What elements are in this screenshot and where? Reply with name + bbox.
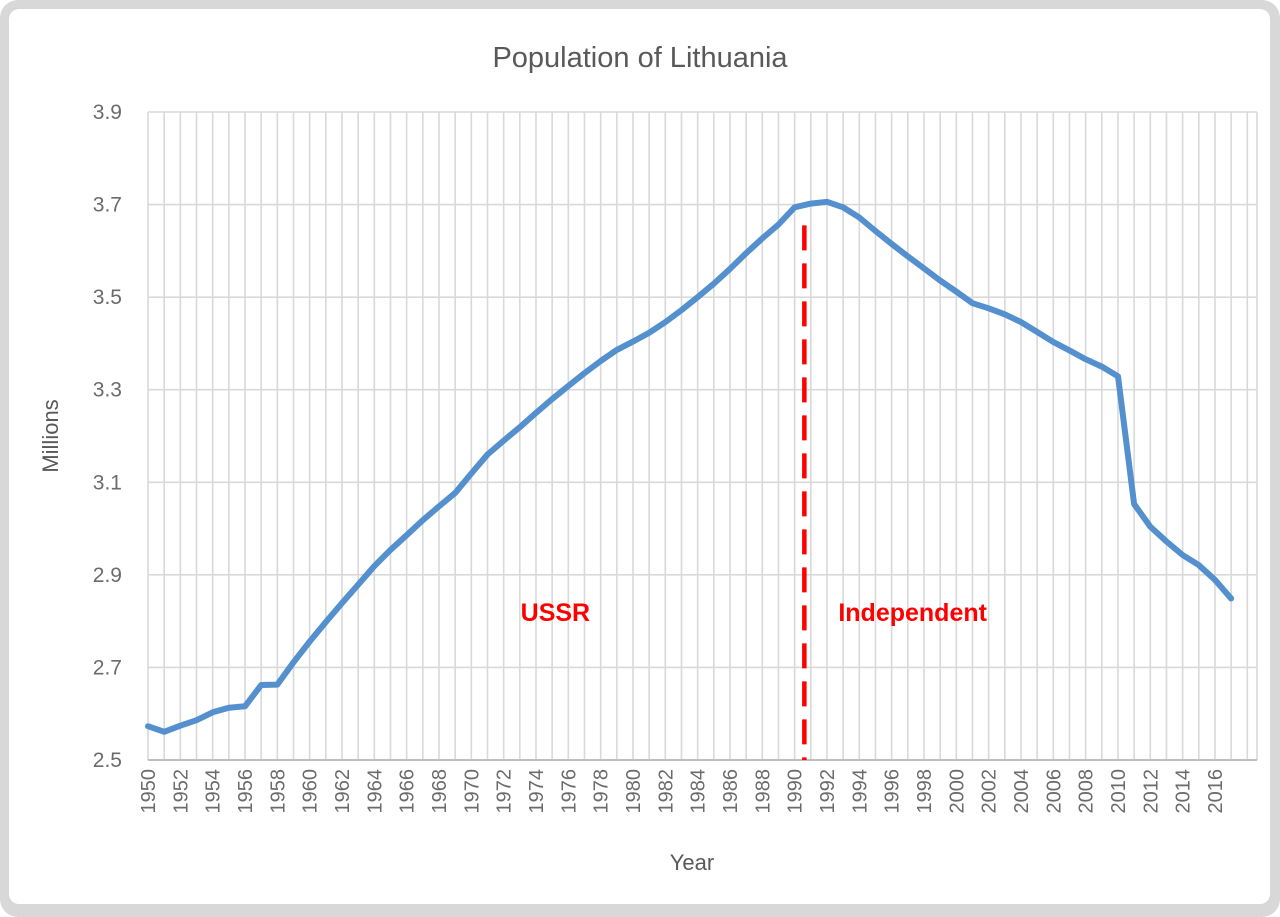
svg-text:1990: 1990 xyxy=(785,769,807,814)
svg-text:1966: 1966 xyxy=(397,769,419,814)
svg-text:3.3: 3.3 xyxy=(93,379,122,402)
svg-text:1994: 1994 xyxy=(849,769,871,814)
svg-text:2012: 2012 xyxy=(1140,769,1162,814)
y-axis-title: Millions xyxy=(38,399,63,472)
svg-text:1974: 1974 xyxy=(526,769,548,814)
svg-text:3.5: 3.5 xyxy=(93,286,122,309)
svg-text:1964: 1964 xyxy=(364,769,386,814)
svg-text:2000: 2000 xyxy=(946,769,968,814)
x-axis-tick-labels: 1950 1952 1954 1956 1958 1960 1962 1964 1966 1968… xyxy=(138,769,1227,814)
svg-text:2004: 2004 xyxy=(1011,769,1033,814)
annotation-independent: Independent xyxy=(838,599,987,627)
svg-text:1984: 1984 xyxy=(688,769,710,814)
svg-text:1970: 1970 xyxy=(461,769,483,814)
svg-text:1956: 1956 xyxy=(235,769,257,814)
svg-text:2002: 2002 xyxy=(979,769,1001,814)
svg-text:2.5: 2.5 xyxy=(93,749,122,772)
svg-text:1980: 1980 xyxy=(623,769,645,814)
svg-text:1958: 1958 xyxy=(267,769,289,814)
svg-text:2008: 2008 xyxy=(1076,769,1098,814)
svg-text:1954: 1954 xyxy=(203,769,225,814)
y-axis-tick-labels: 2.5 2.7 2.9 3.1 3.3 3.5 3.7 3.9 xyxy=(93,101,122,772)
svg-text:1976: 1976 xyxy=(558,769,580,814)
vertical-gridlines xyxy=(147,112,1258,760)
svg-text:1952: 1952 xyxy=(170,769,192,814)
svg-text:3.9: 3.9 xyxy=(93,101,122,124)
svg-text:2014: 2014 xyxy=(1173,769,1195,814)
svg-text:1972: 1972 xyxy=(494,769,516,814)
svg-text:1968: 1968 xyxy=(429,769,451,814)
svg-text:1962: 1962 xyxy=(332,769,354,814)
horizontal-gridlines xyxy=(148,111,1257,761)
chart-card xyxy=(9,9,1270,904)
svg-text:1950: 1950 xyxy=(138,769,160,814)
svg-text:2.7: 2.7 xyxy=(93,656,122,679)
svg-text:1998: 1998 xyxy=(914,769,936,814)
svg-text:1982: 1982 xyxy=(655,769,677,814)
svg-text:2016: 2016 xyxy=(1205,769,1227,814)
svg-text:2010: 2010 xyxy=(1108,769,1130,814)
svg-text:3.1: 3.1 xyxy=(93,471,122,494)
chart-title: Population of Lithuania xyxy=(492,42,788,74)
svg-text:1978: 1978 xyxy=(591,769,613,814)
svg-text:1986: 1986 xyxy=(720,769,742,814)
svg-text:1996: 1996 xyxy=(882,769,904,814)
svg-text:1992: 1992 xyxy=(817,769,839,814)
svg-text:3.7: 3.7 xyxy=(93,194,122,217)
x-axis-title: Year xyxy=(670,850,714,875)
population-line xyxy=(145,198,1235,735)
svg-text:2006: 2006 xyxy=(1043,769,1065,814)
svg-text:1960: 1960 xyxy=(300,769,322,814)
svg-text:1988: 1988 xyxy=(752,769,774,814)
svg-text:2.9: 2.9 xyxy=(93,564,122,587)
annotation-ussr: USSR xyxy=(521,599,590,627)
